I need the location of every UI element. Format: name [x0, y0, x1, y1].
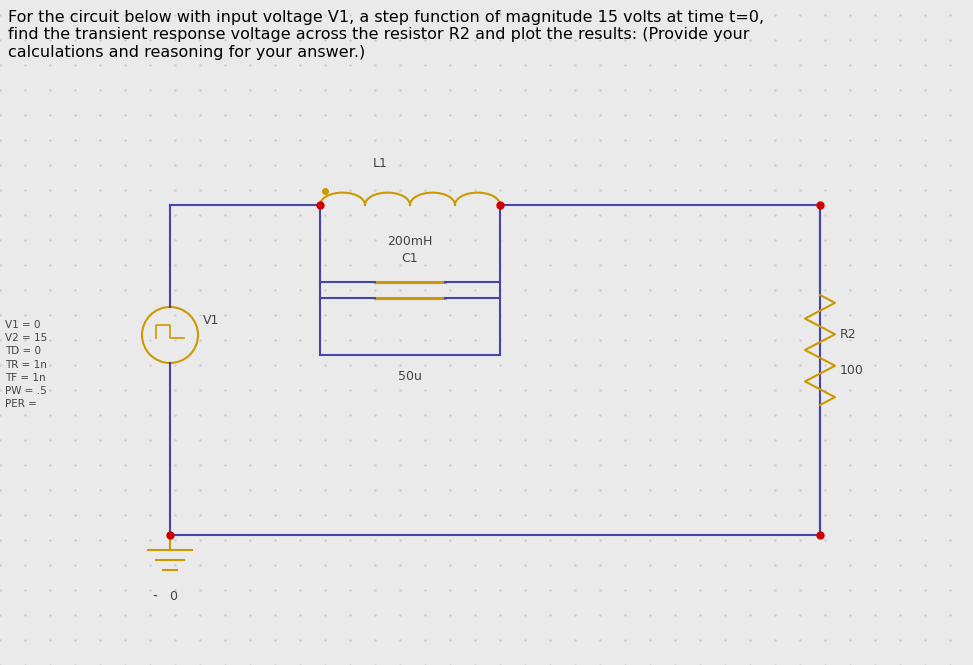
Text: 100: 100 — [840, 364, 864, 376]
Text: C1: C1 — [402, 252, 418, 265]
Text: 50u: 50u — [398, 370, 422, 383]
Text: L1: L1 — [373, 157, 387, 170]
Text: V1: V1 — [203, 315, 219, 327]
Text: R2: R2 — [840, 329, 856, 342]
Text: 0: 0 — [169, 590, 177, 603]
Text: -: - — [153, 590, 158, 604]
Text: V1 = 0
V2 = 15
TD = 0
TR = 1n
TF = 1n
PW = .5
PER =: V1 = 0 V2 = 15 TD = 0 TR = 1n TF = 1n PW… — [5, 320, 48, 409]
Text: For the circuit below with input voltage V1, a step function of magnitude 15 vol: For the circuit below with input voltage… — [8, 10, 764, 60]
Text: 200mH: 200mH — [387, 235, 433, 248]
